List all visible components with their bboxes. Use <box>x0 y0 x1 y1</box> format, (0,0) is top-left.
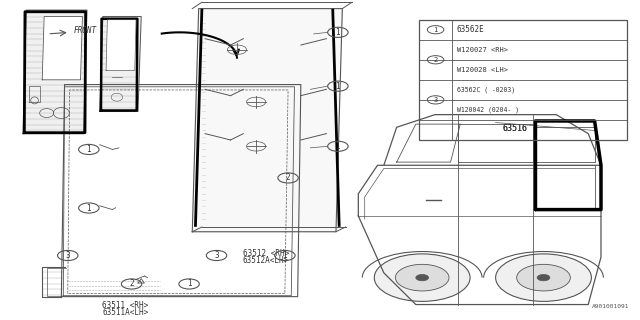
Text: 3: 3 <box>433 97 438 103</box>
Text: FRONT: FRONT <box>74 26 97 35</box>
Text: 63511A<LH>: 63511A<LH> <box>102 308 148 317</box>
Circle shape <box>495 254 591 301</box>
Text: 63516: 63516 <box>502 124 527 133</box>
Circle shape <box>416 275 429 281</box>
Text: 3: 3 <box>65 251 70 260</box>
Text: 1: 1 <box>187 279 191 288</box>
Text: 63512A<LH>: 63512A<LH> <box>243 256 289 265</box>
Text: 1: 1 <box>283 251 287 260</box>
Polygon shape <box>23 10 87 134</box>
Text: 63516: 63516 <box>502 124 527 133</box>
Text: W120042 (0204- ): W120042 (0204- ) <box>457 107 518 113</box>
Text: 1: 1 <box>335 28 340 37</box>
Bar <box>419 20 627 140</box>
Circle shape <box>374 254 470 301</box>
Text: 2: 2 <box>129 279 134 288</box>
Text: W120027 <RH>: W120027 <RH> <box>457 47 508 53</box>
Text: 2: 2 <box>285 173 291 182</box>
Text: 2: 2 <box>433 57 438 63</box>
Polygon shape <box>106 20 136 70</box>
Polygon shape <box>42 17 83 80</box>
Text: A901001091: A901001091 <box>592 304 630 309</box>
Text: 63512 <RH>: 63512 <RH> <box>243 249 289 258</box>
Text: W120028 <LH>: W120028 <LH> <box>457 67 508 73</box>
Text: 1: 1 <box>335 142 340 151</box>
Text: 1: 1 <box>86 145 91 154</box>
Polygon shape <box>100 17 141 111</box>
Text: 1: 1 <box>433 27 438 33</box>
Circle shape <box>516 264 570 291</box>
Circle shape <box>537 275 550 281</box>
Text: 63562E: 63562E <box>457 25 484 34</box>
Text: 1: 1 <box>86 204 91 212</box>
Polygon shape <box>192 9 342 232</box>
Text: 63511 <RH>: 63511 <RH> <box>102 301 148 310</box>
Text: 3: 3 <box>214 251 219 260</box>
Text: 1: 1 <box>335 82 340 91</box>
Circle shape <box>396 264 449 291</box>
Text: 63562C ( -0203): 63562C ( -0203) <box>457 87 515 93</box>
